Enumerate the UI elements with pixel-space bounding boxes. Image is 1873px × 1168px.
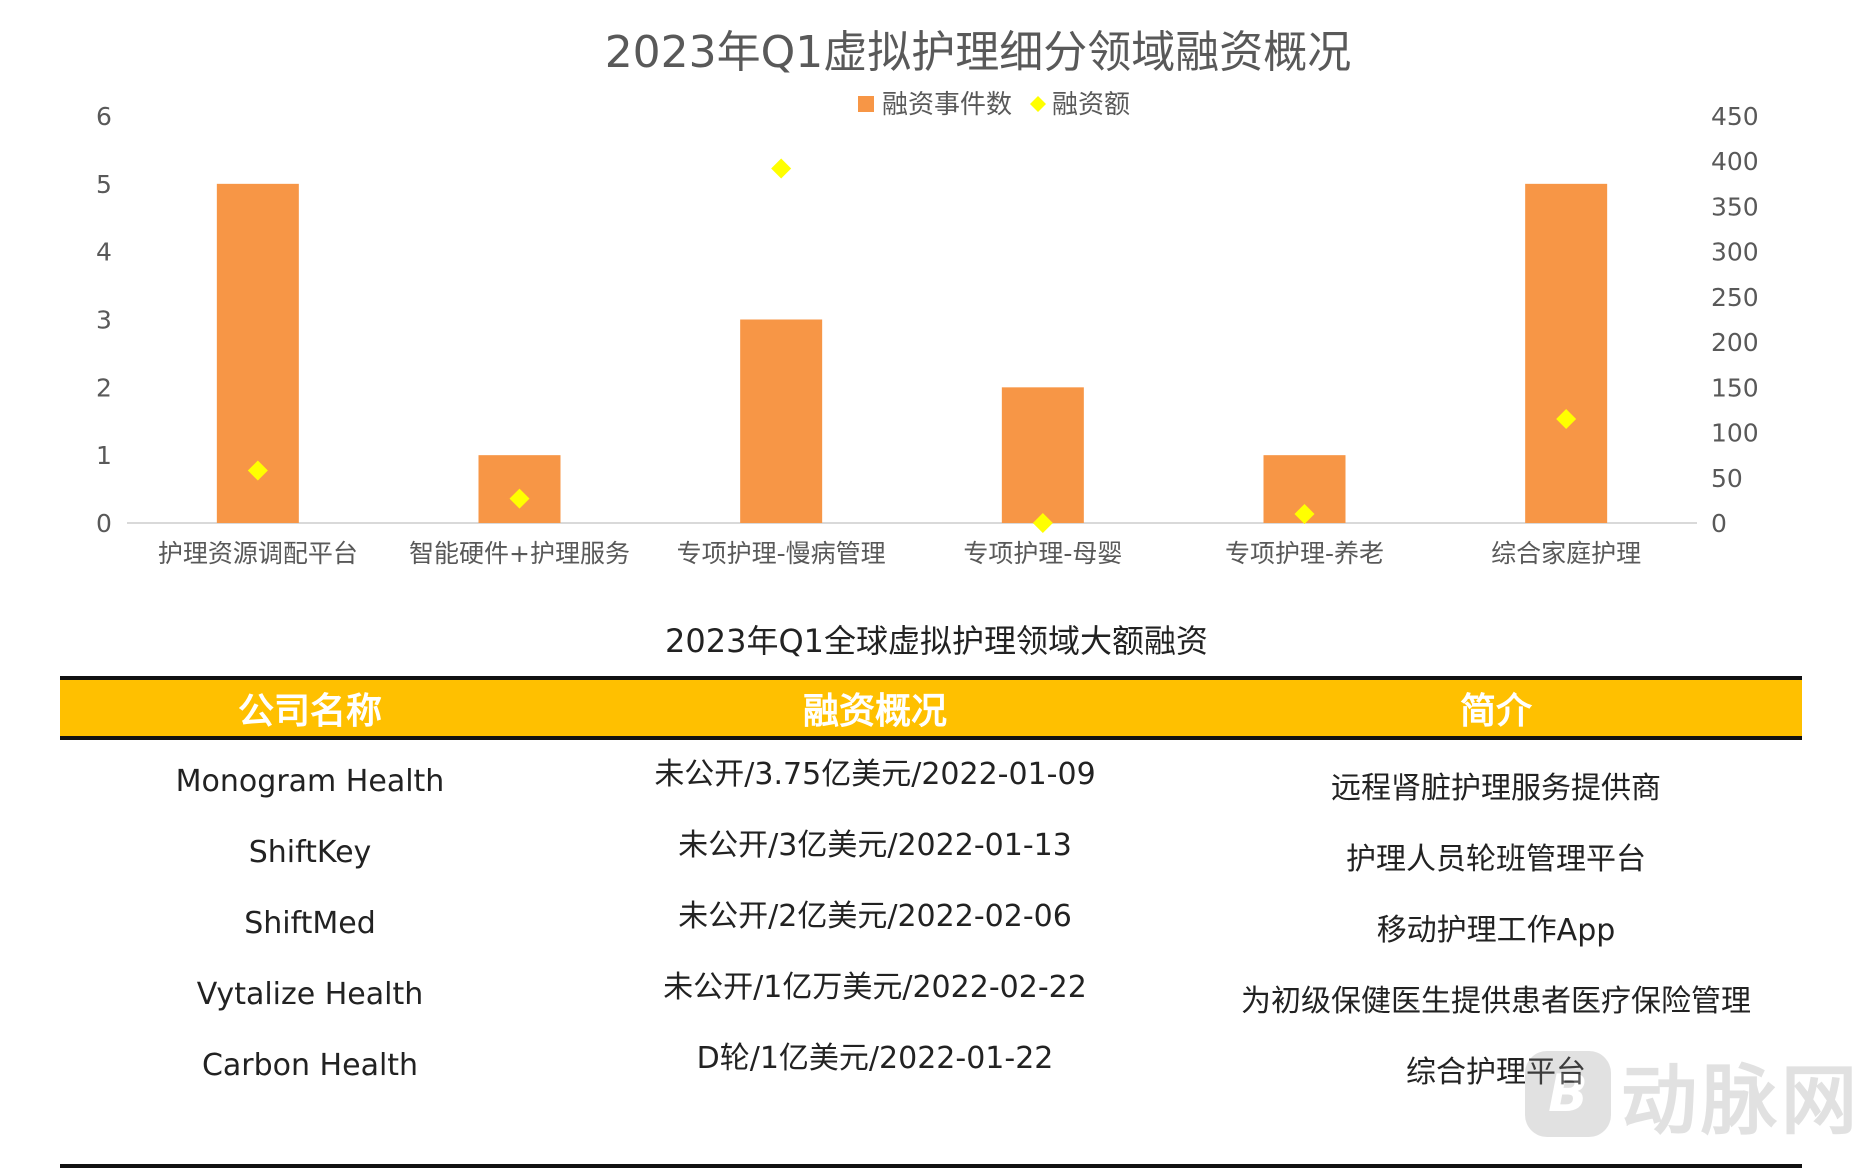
watermark: B 动脉网 — [1525, 1039, 1861, 1149]
financing-info: 未公开/1亿万美元/2022-02-22 — [663, 969, 1087, 1005]
right-axis-tick-label: 0 — [1711, 509, 1727, 538]
table-header: 公司名称 融资概况 简介 — [60, 680, 1802, 740]
left-axis-tick-label: 3 — [96, 306, 112, 335]
watermark-text: 动脉网 — [1621, 1056, 1861, 1145]
right-axis-tick-label: 100 — [1711, 419, 1759, 448]
table-row: ShiftKey 未公开/3亿美元/2022-01-13 护理人员轮班管理平台 — [60, 817, 1802, 888]
left-axis-tick-label: 4 — [96, 238, 112, 267]
right-axis-tick-label: 200 — [1711, 328, 1759, 357]
category-labels: 护理资源调配平台 智能硬件+护理服务 专项护理-慢病管理 专项护理-母婴 专项护理-养老… — [158, 539, 1641, 568]
header-financing: 融资概况 — [802, 691, 947, 732]
diamond-point — [1294, 503, 1315, 524]
company-intro: 移动护理工作App — [1376, 912, 1616, 948]
right-axis-tick-label: 150 — [1711, 373, 1759, 402]
company-name: ShiftKey — [248, 835, 372, 870]
legend-swatch-bar — [858, 96, 874, 112]
combo-chart: 2023年Q1虚拟护理细分领域融资概况 融资事件数 融资额 0 1 2 3 4 5 6 0 50… — [96, 27, 1759, 568]
left-axis-ticks: 0 1 2 3 4 5 6 — [96, 102, 112, 538]
right-axis-tick-label: 350 — [1711, 192, 1759, 221]
diamond-point — [1032, 513, 1053, 533]
table-title: 2023年Q1全球虚拟护理领域大额融资 — [665, 622, 1208, 660]
company-intro: 综合护理平台 — [1406, 1054, 1586, 1090]
diamond-point — [509, 488, 530, 509]
right-axis-tick-label: 250 — [1711, 283, 1759, 312]
diamond-point — [1556, 408, 1577, 429]
diamond-series — [247, 158, 1577, 533]
bar — [1525, 183, 1608, 524]
financing-info: 未公开/3.75亿美元/2022-01-09 — [654, 756, 1096, 792]
financing-info: 未公开/2亿美元/2022-02-06 — [678, 898, 1072, 934]
category-label: 智能硬件+护理服务 — [409, 539, 630, 568]
diamond-point — [771, 158, 792, 179]
header-company: 公司名称 — [237, 691, 382, 732]
table-row: Monogram Health 未公开/3.75亿美元/2022-01-09 远… — [60, 746, 1802, 817]
right-axis-ticks: 0 50 100 150 200 250 300 350 400 450 — [1711, 102, 1759, 538]
right-axis-tick-label: 450 — [1711, 102, 1759, 131]
watermark-logo-icon: B — [1525, 1051, 1611, 1137]
bar — [1001, 387, 1084, 523]
diamond-point — [247, 460, 268, 481]
company-intro: 为初级保健医生提供患者医疗保险管理 — [1241, 983, 1751, 1019]
category-label: 护理资源调配平台 — [158, 539, 358, 568]
legend-label-diamond: 融资额 — [1052, 90, 1130, 120]
company-intro: 远程肾脏护理服务提供商 — [1331, 770, 1661, 806]
company-name: Vytalize Health — [196, 977, 424, 1012]
category-label: 综合家庭护理 — [1491, 539, 1641, 568]
bar-series — [216, 183, 1608, 524]
left-axis-tick-label: 5 — [96, 170, 112, 199]
chart-title: 2023年Q1虚拟护理细分领域融资概况 — [605, 27, 1352, 78]
table-row: ShiftMed 未公开/2亿美元/2022-02-06 移动护理工作App — [60, 888, 1802, 959]
left-axis-tick-label: 2 — [96, 373, 112, 402]
financing-info: D轮/1亿美元/2022-01-22 — [696, 1040, 1054, 1076]
header-intro: 简介 — [1459, 691, 1532, 732]
chart-legend: 融资事件数 融资额 — [858, 90, 1130, 120]
table-row: Carbon Health D轮/1亿美元/2022-01-22 综合护理平台 — [60, 1030, 1802, 1101]
category-label: 专项护理-母婴 — [963, 539, 1122, 568]
financing-info: 未公开/3亿美元/2022-01-13 — [678, 827, 1072, 863]
company-name: ShiftMed — [244, 906, 376, 941]
legend-swatch-diamond — [1030, 96, 1046, 112]
company-name: Monogram Health — [175, 764, 445, 799]
bar — [740, 319, 823, 523]
company-intro: 护理人员轮班管理平台 — [1346, 841, 1646, 877]
left-axis-tick-label: 1 — [96, 441, 112, 470]
right-axis-tick-label: 50 — [1711, 464, 1743, 493]
category-label: 专项护理-养老 — [1225, 539, 1384, 568]
category-label: 专项护理-慢病管理 — [677, 539, 886, 568]
table-row: Vytalize Health 未公开/1亿万美元/2022-02-22 为初级… — [60, 959, 1802, 1030]
left-axis-tick-label: 6 — [96, 102, 112, 131]
right-axis-tick-label: 300 — [1711, 238, 1759, 267]
legend-label-bar: 融资事件数 — [882, 90, 1012, 120]
right-axis-tick-label: 400 — [1711, 147, 1759, 176]
company-name: Carbon Health — [201, 1048, 419, 1083]
left-axis-tick-label: 0 — [96, 509, 112, 538]
